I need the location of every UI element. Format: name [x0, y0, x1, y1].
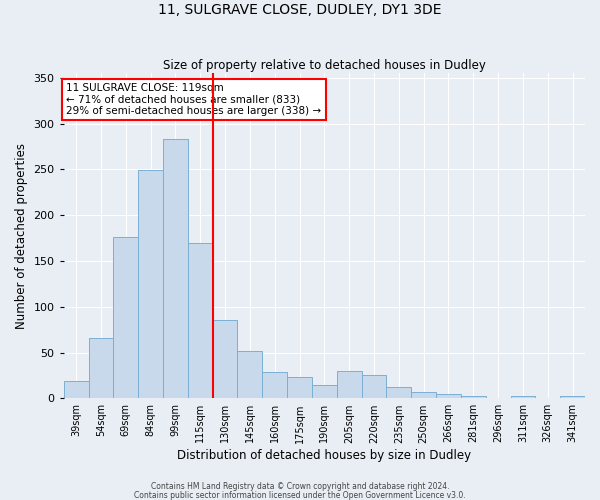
Bar — [238, 350, 262, 399]
Bar — [113, 237, 138, 398]
Title: Size of property relative to detached houses in Dudley: Size of property relative to detached ho… — [163, 59, 486, 72]
Bar — [89, 338, 113, 398]
Bar — [262, 372, 287, 398]
Bar — [287, 378, 312, 398]
Bar — [511, 396, 535, 398]
Bar — [337, 371, 362, 398]
Text: Contains public sector information licensed under the Open Government Licence v3: Contains public sector information licen… — [134, 490, 466, 500]
Bar — [64, 381, 89, 398]
Text: Contains HM Land Registry data © Crown copyright and database right 2024.: Contains HM Land Registry data © Crown c… — [151, 482, 449, 491]
X-axis label: Distribution of detached houses by size in Dudley: Distribution of detached houses by size … — [177, 450, 472, 462]
Bar — [138, 170, 163, 398]
Bar — [188, 242, 212, 398]
Bar — [461, 396, 486, 398]
Bar — [436, 394, 461, 398]
Y-axis label: Number of detached properties: Number of detached properties — [15, 142, 28, 328]
Bar — [212, 320, 238, 398]
Bar — [560, 396, 585, 398]
Bar — [411, 392, 436, 398]
Text: 11, SULGRAVE CLOSE, DUDLEY, DY1 3DE: 11, SULGRAVE CLOSE, DUDLEY, DY1 3DE — [158, 2, 442, 16]
Bar — [312, 384, 337, 398]
Text: 11 SULGRAVE CLOSE: 119sqm
← 71% of detached houses are smaller (833)
29% of semi: 11 SULGRAVE CLOSE: 119sqm ← 71% of detac… — [67, 83, 322, 116]
Bar — [163, 139, 188, 398]
Bar — [386, 388, 411, 398]
Bar — [362, 376, 386, 398]
